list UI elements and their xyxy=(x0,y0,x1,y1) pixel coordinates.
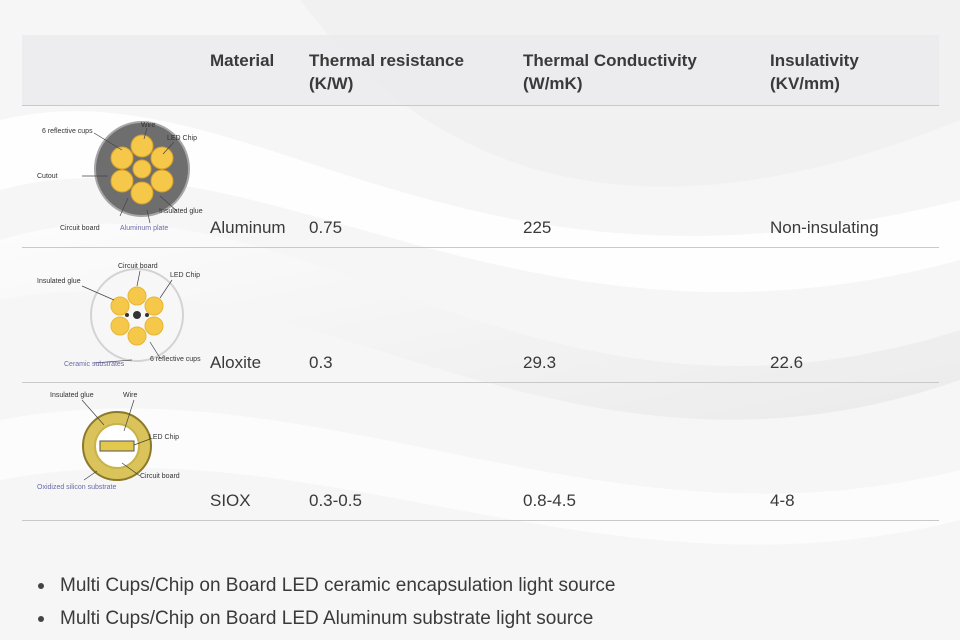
bullet-dot-icon xyxy=(38,583,44,589)
aluminum-led-diagram: 6 reflective cups Wire LED Chip Cutout I… xyxy=(37,121,203,232)
bullet-text: Multi Cups/Chip on Board LED Aluminum su… xyxy=(60,608,594,629)
header-thermal-conductivity-unit: (W/mK) xyxy=(523,74,583,93)
list-item: Multi Cups/Chip on Board LED Aluminum su… xyxy=(36,604,616,637)
cell-insulativity: Non-insulating xyxy=(770,105,939,248)
bullet-list: Multi Cups/Chip on Board LED ceramic enc… xyxy=(36,571,616,637)
cell-thermal-conductivity: 225 xyxy=(523,105,770,248)
table-row: Insulated glue Wire LED Chip Circuit boa… xyxy=(22,382,939,521)
label-oxidized-silicon-substrate: Oxidized silicon substrate xyxy=(37,484,116,491)
label-led-chip: LED Chip xyxy=(149,434,179,441)
header-thermal-resistance-label: Thermal resistance xyxy=(309,51,464,70)
header-thermal-resistance: Thermal resistance (K/W) xyxy=(309,35,523,106)
header-insulativity-unit: (KV/mm) xyxy=(770,74,840,93)
label-insulated-glue: Insulated glue xyxy=(37,278,81,285)
header-insulativity-label: Insulativity xyxy=(770,51,859,70)
label-led-chip: LED Chip xyxy=(167,135,197,142)
table-header-row: Material Thermal resistance (K/W) Therma… xyxy=(22,35,939,106)
label-ceramic-substrates: Ceramic substrates xyxy=(64,361,125,368)
header-image xyxy=(22,35,210,106)
label-wire: Wire xyxy=(123,392,137,399)
table-row: 6 reflective cups Wire LED Chip Cutout I… xyxy=(22,105,939,248)
siox-led-diagram: Insulated glue Wire LED Chip Circuit boa… xyxy=(37,392,180,491)
cell-material: SIOX xyxy=(210,382,309,521)
label-cutout: Cutout xyxy=(37,173,58,180)
cell-thermal-resistance: 0.3-0.5 xyxy=(309,382,523,521)
table-row: Circuit board Insulated glue LED Chip Ce… xyxy=(22,247,939,383)
aloxite-led-diagram: Circuit board Insulated glue LED Chip Ce… xyxy=(37,263,201,368)
header-material: Material xyxy=(210,35,309,106)
cell-thermal-resistance: 0.3 xyxy=(309,247,523,383)
aloxite-led-diagram-cell: Circuit board Insulated glue LED Chip Ce… xyxy=(22,247,210,383)
label-circuit-board: Circuit board xyxy=(118,263,158,270)
cell-thermal-conductivity: 29.3 xyxy=(523,247,770,383)
label-reflective-cups: 6 reflective cups xyxy=(150,356,201,363)
header-thermal-conductivity: Thermal Conductivity (W/mK) xyxy=(523,35,770,106)
cell-thermal-conductivity: 0.8-4.5 xyxy=(523,382,770,521)
siox-led-diagram-cell: Insulated glue Wire LED Chip Circuit boa… xyxy=(22,382,210,521)
cell-insulativity: 4-8 xyxy=(770,382,939,521)
material-comparison-table: Material Thermal resistance (K/W) Therma… xyxy=(22,35,939,521)
label-circuit-board: Circuit board xyxy=(60,225,100,232)
cell-material: Aloxite xyxy=(210,247,309,383)
material-comparison-table-wrap: Material Thermal resistance (K/W) Therma… xyxy=(22,35,939,521)
label-insulated-glue: Insulated glue xyxy=(159,208,203,215)
label-reflective-cups: 6 reflective cups xyxy=(42,128,93,135)
cell-thermal-resistance: 0.75 xyxy=(309,105,523,248)
label-led-chip: LED Chip xyxy=(170,272,200,279)
cell-material: Aluminum xyxy=(210,105,309,248)
bullet-dot-icon xyxy=(38,616,44,622)
list-item: Multi Cups/Chip on Board LED ceramic enc… xyxy=(36,571,616,604)
header-material-label: Material xyxy=(210,51,275,70)
header-thermal-conductivity-label: Thermal Conductivity xyxy=(523,51,697,70)
cell-insulativity: 22.6 xyxy=(770,247,939,383)
label-wire: Wire xyxy=(141,122,155,129)
header-insulativity: Insulativity (KV/mm) xyxy=(770,35,939,106)
label-circuit-board: Circuit board xyxy=(140,473,180,480)
bullet-text: Multi Cups/Chip on Board LED ceramic enc… xyxy=(60,575,616,596)
aluminum-led-diagram-cell: 6 reflective cups Wire LED Chip Cutout I… xyxy=(22,105,210,248)
header-thermal-resistance-unit: (K/W) xyxy=(309,74,354,93)
label-insulated-glue: Insulated glue xyxy=(50,392,94,399)
label-aluminum-plate: Aluminum plate xyxy=(120,225,168,232)
